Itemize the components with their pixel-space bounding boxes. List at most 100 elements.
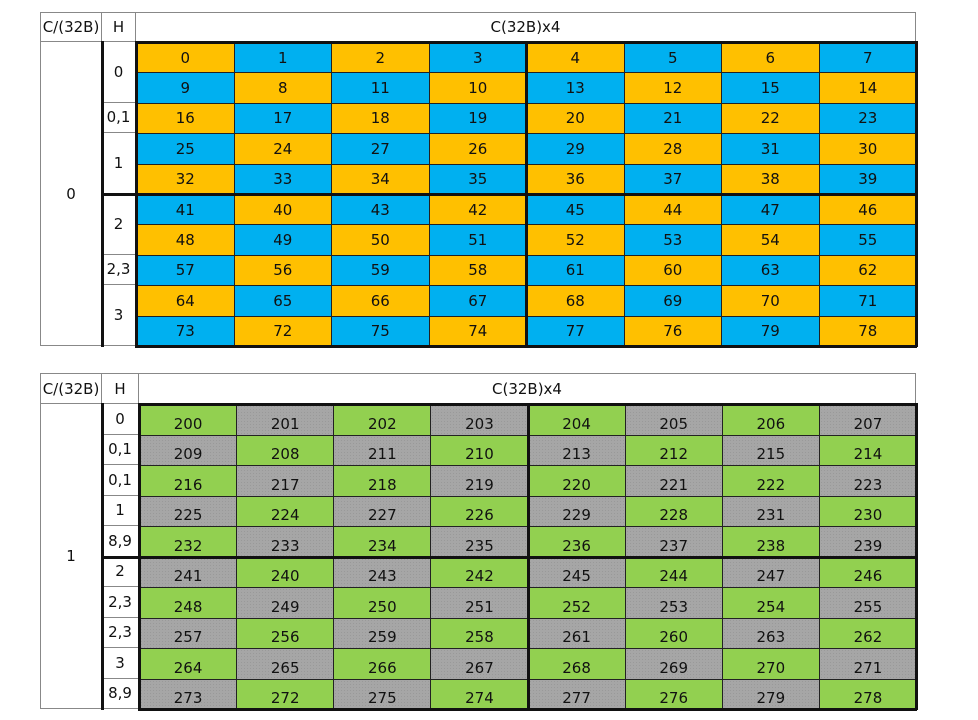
table-cell: 232 (139, 526, 238, 558)
table-cell: 236 (527, 526, 626, 558)
table-cell: 243 (333, 556, 432, 588)
table-cell: 247 (721, 556, 820, 588)
table-cell: 206 (721, 404, 820, 436)
table-cell: 64 (136, 285, 235, 317)
table-cell: 63 (721, 254, 820, 287)
table-cell: 73 (136, 315, 235, 347)
h-label-cell: 1 (101, 494, 139, 526)
column-header-c: C/(32B) (40, 12, 102, 42)
h-label-cell: 2,3 (101, 616, 139, 648)
column-header-c: C/(32B) (40, 373, 102, 404)
table-cell: 36 (526, 163, 625, 195)
table-cell: 235 (430, 526, 529, 558)
table-cell: 262 (818, 617, 917, 649)
table-cell: 33 (233, 163, 332, 195)
column-header-main: C(32B)x4 (135, 12, 916, 42)
table-cell: 53 (623, 224, 722, 256)
table-cell: 24 (233, 133, 332, 165)
column-header-main: C(32B)x4 (138, 373, 916, 404)
table-cell: 22 (721, 102, 820, 135)
c-value-cell: 0 (40, 41, 102, 346)
thick-border (101, 193, 917, 196)
table-cell: 273 (139, 678, 238, 710)
table-cell: 210 (430, 434, 529, 466)
table-cell: 46 (818, 194, 917, 226)
table-cell: 251 (430, 587, 529, 619)
h-label-cell: 2 (101, 555, 139, 587)
thick-border (101, 555, 917, 559)
table-cell: 221 (624, 465, 723, 497)
table-cell: 279 (721, 678, 820, 710)
table-cell: 1 (233, 42, 332, 74)
table-cell: 39 (818, 163, 917, 195)
table-cell: 19 (428, 102, 527, 135)
table-cell: 25 (136, 133, 235, 165)
table-cell: 23 (818, 102, 917, 135)
h-label-cell: 3 (101, 284, 136, 346)
table-cell: 223 (818, 465, 917, 497)
table-cell: 50 (331, 224, 430, 256)
table-cell: 48 (136, 224, 235, 256)
table-cell: 18 (331, 102, 430, 135)
table-cell: 49 (233, 224, 332, 256)
table-cell: 230 (818, 495, 917, 527)
table-cell: 270 (721, 648, 820, 680)
table-cell: 276 (624, 678, 723, 710)
h-label-cell: 8,9 (101, 677, 139, 709)
h-label-cell: 0 (101, 403, 139, 435)
column-header-h: H (101, 12, 136, 42)
table-cell: 30 (818, 133, 917, 165)
table-cell: 34 (331, 163, 430, 195)
table-cell: 72 (233, 315, 332, 347)
table-cell: 201 (236, 404, 335, 436)
table-cell: 226 (430, 495, 529, 527)
table-cell: 9 (136, 72, 235, 104)
table-cell: 55 (818, 224, 917, 256)
table-cell: 238 (721, 526, 820, 558)
column-header-h: H (101, 373, 139, 404)
table-cell: 211 (333, 434, 432, 466)
table-cell: 265 (236, 648, 335, 680)
table-cell: 71 (818, 285, 917, 317)
table-cell: 8 (233, 72, 332, 104)
table-cell: 214 (818, 434, 917, 466)
table-cell: 216 (139, 465, 238, 497)
table-cell: 45 (526, 194, 625, 226)
table-cell: 11 (331, 72, 430, 104)
table-cell: 245 (527, 556, 626, 588)
table-cell: 239 (818, 526, 917, 558)
h-label-cell: 0,1 (101, 433, 139, 465)
table-cell: 60 (623, 254, 722, 287)
h-label-cell: 2 (101, 193, 136, 255)
table-cell: 264 (139, 648, 238, 680)
table-cell: 225 (139, 495, 238, 527)
table-cell: 77 (526, 315, 625, 347)
table-cell: 21 (623, 102, 722, 135)
h-label-cell: 0 (101, 41, 136, 103)
table-cell: 267 (430, 648, 529, 680)
table-cell: 5 (623, 42, 722, 74)
table-cell: 248 (139, 587, 238, 619)
table-cell: 205 (624, 404, 723, 436)
table-cell: 59 (331, 254, 430, 287)
table-cell: 209 (139, 434, 238, 466)
table-cell: 203 (430, 404, 529, 436)
table-cell: 44 (623, 194, 722, 226)
table-cell: 62 (818, 254, 917, 287)
table-cell: 253 (624, 587, 723, 619)
table-cell: 70 (721, 285, 820, 317)
table-cell: 58 (428, 254, 527, 287)
table-cell: 42 (428, 194, 527, 226)
table-cell: 200 (139, 404, 238, 436)
table-cell: 263 (721, 617, 820, 649)
table-cell: 237 (624, 526, 723, 558)
table-cell: 27 (331, 133, 430, 165)
table-cell: 212 (624, 434, 723, 466)
table-cell: 28 (623, 133, 722, 165)
table-cell: 26 (428, 133, 527, 165)
table-cell: 0 (136, 42, 235, 74)
h-label-cell: 2,3 (101, 253, 136, 286)
table-cell: 215 (721, 434, 820, 466)
table-cell: 76 (623, 315, 722, 347)
table-cell: 12 (623, 72, 722, 104)
